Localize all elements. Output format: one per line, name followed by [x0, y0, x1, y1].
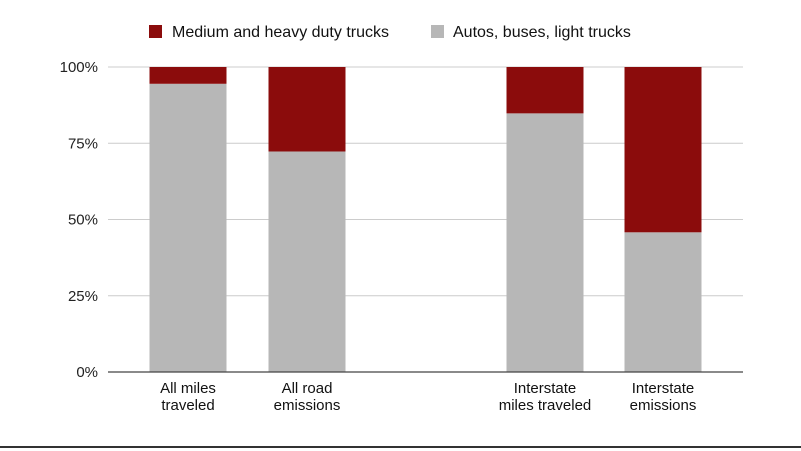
legend-swatch — [149, 25, 162, 38]
bar-segment — [268, 67, 346, 152]
x-tick-label: All road emissions — [274, 380, 341, 414]
y-tick-label: 25% — [68, 288, 98, 305]
bar-segment — [624, 232, 702, 372]
x-tick-label: Interstate miles traveled — [499, 380, 592, 414]
bar-segment — [149, 67, 227, 84]
bars — [149, 67, 702, 373]
axes: 0% 25% 50% 75% 100% All miles traveled All road… — [60, 59, 743, 414]
x-tick-label: Interstate emissions — [630, 380, 697, 414]
y-tick-label: 100% — [60, 59, 98, 76]
legend-swatch — [431, 25, 444, 38]
bar-segment — [624, 67, 702, 233]
bar-segment — [268, 151, 346, 372]
y-tick-label: 50% — [68, 212, 98, 229]
y-tick-label: 75% — [68, 135, 98, 152]
legend-label: Autos, buses, light trucks — [453, 24, 631, 41]
y-tick-label: 0% — [76, 364, 98, 381]
bar-segment — [506, 67, 584, 114]
legend: Medium and heavy duty trucks Autos, buses… — [149, 24, 631, 41]
bar-segment — [149, 83, 227, 373]
x-tick-label: All miles traveled — [160, 380, 216, 414]
legend-label: Medium and heavy duty trucks — [172, 24, 389, 41]
bar-segment — [506, 113, 584, 373]
